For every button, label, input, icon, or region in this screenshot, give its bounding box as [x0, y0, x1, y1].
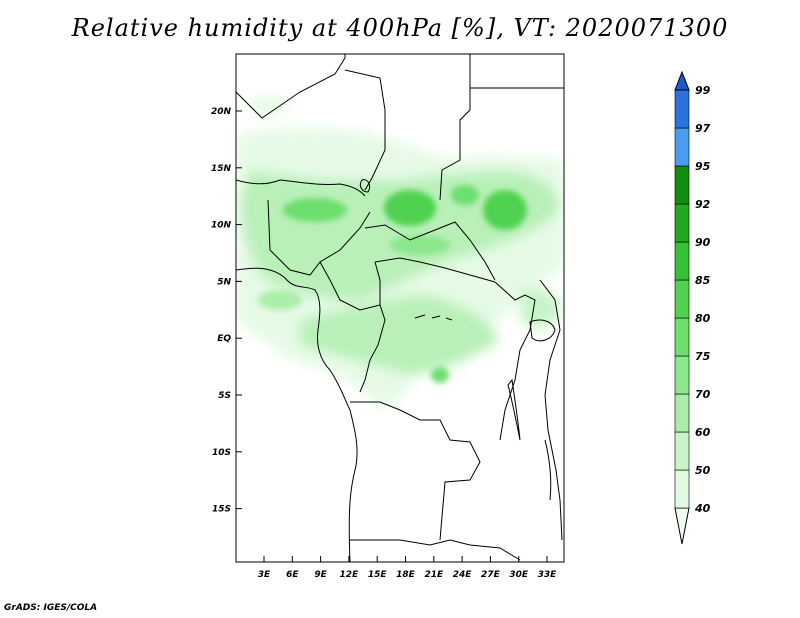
- colorbar-segment: [674, 241, 690, 281]
- border-angola: [350, 401, 481, 541]
- lon-tick-label: 9E: [314, 570, 327, 580]
- coastline-west-africa: [236, 267, 358, 562]
- colorbar-segment: [674, 279, 690, 319]
- colorbar-segment: [674, 355, 690, 395]
- lat-tick-label: 20N: [211, 107, 232, 117]
- lat-tick-label: 10S: [212, 448, 231, 458]
- colorbar: 40 50 60 70 75 80 85 90 92 95 97 99: [674, 70, 711, 545]
- humidity-core-west: [283, 198, 347, 222]
- colorbar-segment: [674, 469, 690, 509]
- lake-victoria: [529, 319, 556, 342]
- colorbar-segment: [674, 165, 690, 205]
- humidity-core-northeast: [451, 185, 479, 205]
- humidity-region-south-band: [300, 295, 500, 375]
- border-drc-east: [494, 281, 536, 441]
- border-southern: [350, 539, 521, 561]
- longitude-axis: 3E 6E 9E 12E 15E 18E 21E 24E 27E 30E 33E: [258, 556, 557, 580]
- colorbar-label: 60: [695, 426, 711, 439]
- lake-chad: [359, 179, 371, 193]
- map-frame: [235, 53, 565, 563]
- lon-tick-label: 33E: [538, 570, 558, 580]
- colorbar-segment: [674, 127, 690, 167]
- colorbar-label: 85: [695, 274, 711, 287]
- footer-credit: GrADS: IGES/COLA: [4, 603, 98, 613]
- colorbar-label: 40: [694, 502, 711, 515]
- lat-tick-label: 5N: [217, 277, 231, 287]
- colorbar-label: 80: [695, 312, 711, 325]
- lat-tick-label: 10N: [211, 221, 232, 231]
- colorbar-segment: [674, 431, 690, 471]
- humidity-core-south: [431, 367, 449, 383]
- humidity-core-center: [384, 190, 436, 226]
- lake-tanganyika: [507, 378, 521, 441]
- colorbar-bottom-triangle: [674, 507, 690, 545]
- colorbar-label: 95: [695, 160, 711, 173]
- lon-tick-label: 27E: [481, 570, 501, 580]
- humidity-core-mid: [390, 235, 450, 255]
- latitude-axis: 20N 15N 10N 5N EQ 5S 10S 15S: [211, 107, 242, 515]
- lat-tick-label: 15S: [212, 505, 231, 515]
- colorbar-label: 50: [695, 464, 711, 477]
- lon-tick-label: 21E: [424, 570, 444, 580]
- lat-tick-label: EQ: [217, 334, 231, 344]
- border-sahel-1: [236, 179, 366, 197]
- colorbar-segment: [674, 393, 690, 433]
- lon-tick-label: 24E: [453, 570, 473, 580]
- colorbar-segment: [674, 317, 690, 357]
- lake-malawi: [544, 439, 552, 501]
- colorbar-segment: [674, 203, 690, 243]
- lon-tick-label: 12E: [340, 570, 360, 580]
- border-cameroon: [319, 261, 381, 311]
- humidity-core-southwest: [258, 290, 302, 310]
- colorbar-label: 99: [695, 84, 711, 97]
- border-sahara: [344, 69, 386, 191]
- lat-tick-label: 5S: [218, 391, 231, 401]
- humidity-region-east-coast: [520, 288, 562, 329]
- border-congo-drc: [359, 304, 386, 393]
- border-north-africa: [236, 54, 346, 119]
- country-borders: [236, 54, 564, 562]
- colorbar-label: 97: [695, 122, 711, 135]
- colorbar-label: 90: [695, 236, 711, 249]
- lon-tick-label: 15E: [368, 570, 388, 580]
- border-car-south: [374, 257, 496, 283]
- lon-tick-label: 6E: [286, 570, 299, 580]
- humidity-field: [236, 95, 564, 411]
- lon-tick-label: 30E: [509, 570, 529, 580]
- colorbar-label: 75: [695, 350, 711, 363]
- lon-tick-label: 18E: [396, 570, 416, 580]
- colorbar-label: 92: [695, 198, 711, 211]
- lon-tick-label: 3E: [258, 570, 271, 580]
- colorbar-top-triangle: [674, 70, 690, 91]
- humidity-region-north-patch: [250, 95, 290, 116]
- humidity-core-east: [483, 190, 527, 230]
- border-libya-east: [439, 54, 471, 201]
- colorbar-segment: [674, 89, 690, 129]
- rivers-congo: [414, 314, 453, 321]
- map-title: Relative humidity at 400hPa [%], VT: 202…: [71, 14, 729, 42]
- colorbar-label: 70: [695, 388, 711, 401]
- border-chad-car: [364, 221, 496, 281]
- border-east-africa: [539, 279, 563, 541]
- lat-tick-label: 15N: [211, 164, 232, 174]
- border-nigeria: [267, 199, 371, 276]
